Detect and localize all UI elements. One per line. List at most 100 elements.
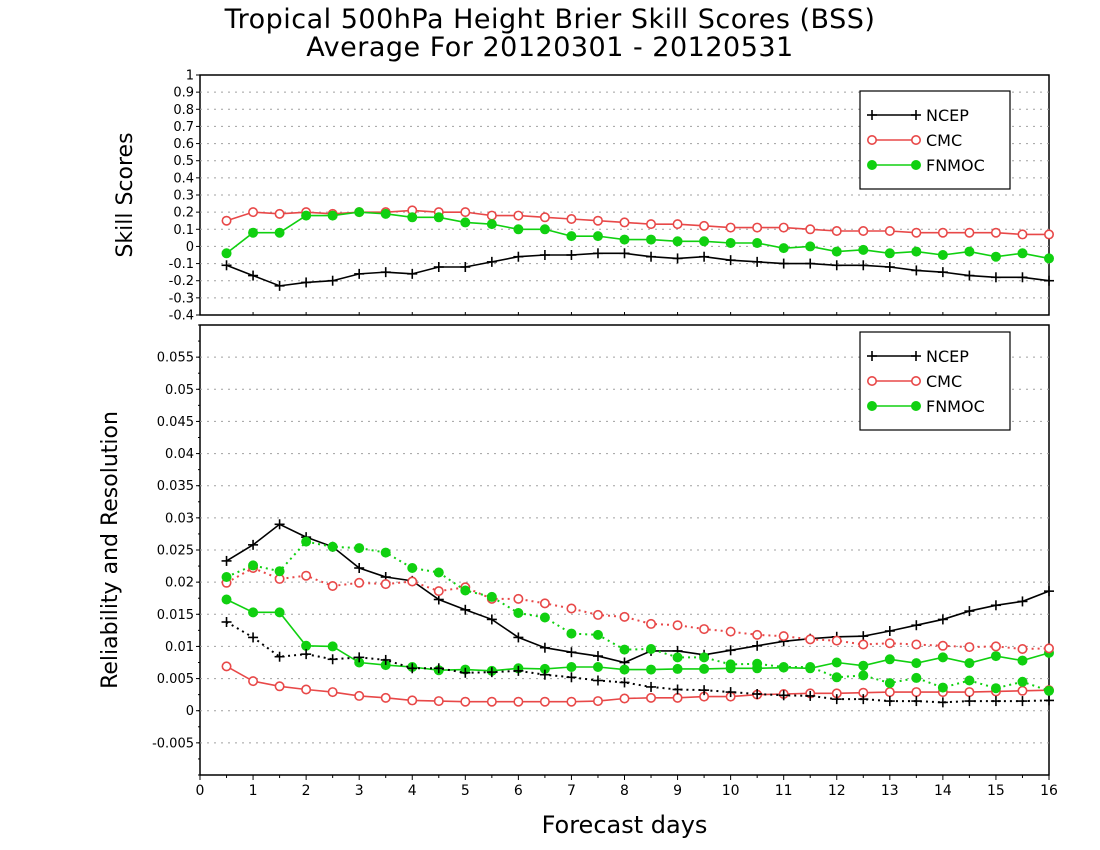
fnmoc-point bbox=[221, 248, 232, 259]
series-3-dotted-point bbox=[990, 696, 1001, 707]
legend-cmc-point bbox=[866, 135, 877, 146]
ncep-point bbox=[858, 260, 869, 271]
reliability-resolution-panel: -0.005 0 0.005 0.01 0.015 0.02 0.025 0.03 0.035 0… bbox=[98, 324, 1058, 839]
chart-subtitle: Average For 20120301 - 20120531 bbox=[306, 32, 794, 63]
cmc-point bbox=[539, 696, 550, 707]
cmc-point bbox=[566, 214, 577, 225]
y-tick-label: 0.01 bbox=[165, 640, 194, 655]
cmc-point bbox=[248, 207, 259, 218]
series-4-dotted-point bbox=[539, 598, 550, 609]
series-4-dotted-point bbox=[725, 626, 736, 637]
series-4-dotted-point bbox=[831, 635, 842, 646]
ncep-point bbox=[619, 248, 630, 259]
fnmoc-point bbox=[964, 658, 975, 669]
cmc-point bbox=[911, 687, 922, 698]
series-fnmoc bbox=[221, 594, 1054, 676]
fnmoc-point bbox=[301, 210, 312, 221]
fnmoc-point bbox=[274, 607, 285, 618]
series-3-dotted-point bbox=[964, 696, 975, 707]
cmc-point bbox=[884, 226, 895, 237]
cmc-point bbox=[752, 222, 763, 233]
cmc-point bbox=[592, 696, 603, 707]
cmc-point bbox=[778, 222, 789, 233]
y-tick-label: -0.005 bbox=[152, 736, 194, 751]
series-3-dotted-point bbox=[486, 667, 497, 678]
ncep-point bbox=[911, 620, 922, 631]
cmc-point bbox=[327, 687, 338, 698]
series-4-dotted-point bbox=[513, 593, 524, 604]
series-5-dotted-point bbox=[990, 683, 1001, 694]
ncep-point bbox=[831, 260, 842, 271]
series-4-dotted-point bbox=[407, 576, 418, 587]
fnmoc-point bbox=[990, 251, 1001, 262]
fnmoc-point bbox=[221, 594, 232, 605]
series-3-dotted-point bbox=[778, 690, 789, 701]
cmc-point bbox=[460, 207, 471, 218]
fnmoc-point bbox=[831, 657, 842, 668]
fnmoc-point bbox=[778, 243, 789, 254]
fnmoc-point bbox=[592, 662, 603, 672]
cmc-point bbox=[911, 227, 922, 238]
fnmoc-point bbox=[354, 207, 365, 218]
cmc-point bbox=[990, 227, 1001, 238]
legend-ncep-point bbox=[911, 351, 921, 361]
fnmoc-point bbox=[699, 663, 710, 674]
fnmoc-point bbox=[327, 210, 338, 221]
series-3-dotted-point bbox=[646, 681, 657, 692]
series-4-dotted-point bbox=[805, 634, 816, 645]
series-3-dotted-point bbox=[354, 652, 365, 663]
series-5-dotted-point bbox=[566, 628, 577, 639]
series-4-dotted-point bbox=[1017, 643, 1028, 654]
x-tick-label: 6 bbox=[514, 783, 523, 799]
y-tick-label: -0.3 bbox=[169, 291, 194, 306]
y-axis-label: Reliability and Resolution bbox=[98, 411, 123, 689]
x-tick-label: 11 bbox=[775, 783, 793, 799]
series-3-dotted-point bbox=[407, 663, 418, 674]
fnmoc-point bbox=[380, 208, 391, 219]
series-5-dotted-point bbox=[380, 547, 391, 558]
ncep-point bbox=[990, 600, 1001, 611]
ncep-point bbox=[884, 626, 895, 636]
ncep-point bbox=[513, 251, 524, 262]
cmc-point bbox=[380, 692, 391, 703]
x-tick-label: 16 bbox=[1040, 783, 1058, 799]
fnmoc-point bbox=[672, 663, 683, 674]
series-5-dotted-point bbox=[1044, 685, 1054, 696]
ncep-point bbox=[937, 614, 948, 625]
legend-fnmoc-point bbox=[911, 401, 921, 411]
y-tick-label: 0.055 bbox=[157, 351, 194, 366]
cmc-point bbox=[221, 215, 232, 226]
legend-fnmoc-point bbox=[867, 160, 877, 170]
cmc-point bbox=[274, 681, 285, 692]
y-tick-label: 0.025 bbox=[157, 544, 194, 559]
y-tick-label: 0 bbox=[186, 240, 194, 255]
fnmoc-point bbox=[248, 227, 259, 238]
fnmoc-point bbox=[725, 238, 736, 248]
ncep-point bbox=[725, 255, 736, 266]
x-axis-label: Forecast days bbox=[542, 811, 708, 839]
fnmoc-point bbox=[805, 241, 816, 252]
series-5-dotted-point bbox=[354, 543, 365, 554]
cmc-point bbox=[566, 696, 577, 707]
ncep-point bbox=[937, 267, 948, 278]
skill-score-panel: -0.4 -0.3 -0.2 -0.1 0 0.1 0.2 0.3 0.4 0.5 0.6 0.7 0.… bbox=[113, 69, 1055, 324]
series-5-dotted-point bbox=[221, 572, 232, 582]
ncep-point bbox=[805, 258, 816, 269]
series-4-dotted-point bbox=[911, 639, 922, 650]
cmc-point bbox=[1017, 229, 1028, 240]
series-3-dotted-point bbox=[274, 651, 285, 662]
fnmoc-point bbox=[566, 231, 577, 242]
series-3-dotted-point bbox=[831, 694, 842, 705]
ncep-point bbox=[1044, 275, 1054, 286]
x-tick-label: 13 bbox=[881, 783, 899, 799]
fnmoc-point bbox=[884, 248, 895, 259]
series-5-dotted-point bbox=[937, 682, 948, 693]
series-5-dotted-point bbox=[407, 563, 418, 573]
series-4-dotted-point bbox=[778, 631, 789, 642]
ncep-point bbox=[248, 270, 259, 281]
cmc-point bbox=[539, 212, 550, 223]
series-3-dotted-point bbox=[937, 697, 948, 708]
series-3-dotted-point bbox=[884, 696, 895, 707]
x-tick-label: 2 bbox=[302, 783, 311, 799]
series-3-dotted-point bbox=[380, 654, 391, 665]
